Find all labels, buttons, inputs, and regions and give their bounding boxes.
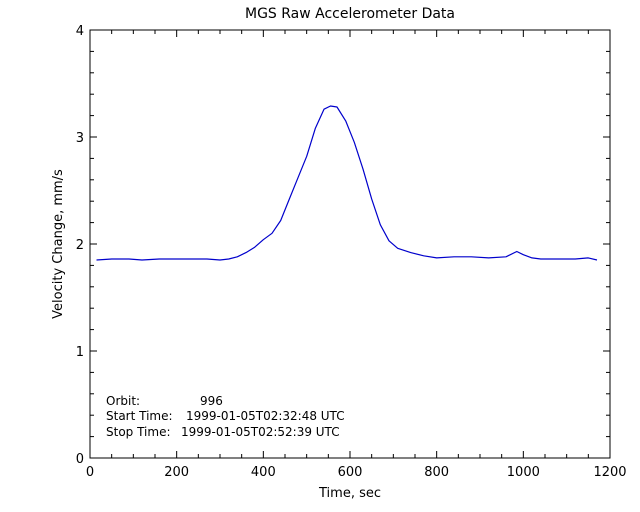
y-tick-label: 3 <box>76 131 84 146</box>
stop-time-value: 1999-01-05T02:52:39 UTC <box>181 425 340 439</box>
x-tick-label: 600 <box>338 465 363 480</box>
annotation-block: Orbit: 996 Start Time: 1999-01-05T02:32:… <box>106 394 345 439</box>
axis-ticks <box>89 29 611 459</box>
x-tick-label: 0 <box>86 465 94 480</box>
x-tick-label: 1200 <box>593 465 626 480</box>
y-tick-label: 1 <box>76 345 84 360</box>
stop-time-label: Stop Time: <box>106 425 171 439</box>
tick-labels: 0 200 400 600 800 1000 1200 0 1 2 3 4 <box>76 24 627 480</box>
x-axis-label: Time, sec <box>318 486 381 501</box>
x-tick-label: 400 <box>251 465 276 480</box>
orbit-value: 996 <box>200 394 223 408</box>
y-tick-label: 4 <box>76 24 84 39</box>
start-time-value: 1999-01-05T02:32:48 UTC <box>186 409 345 423</box>
start-time-label: Start Time: <box>106 409 173 423</box>
orbit-label: Orbit: <box>106 394 140 408</box>
y-tick-label: 0 <box>76 452 84 467</box>
series-line-0 <box>96 105 598 261</box>
chart-title: MGS Raw Accelerometer Data <box>245 6 455 22</box>
x-tick-label: 200 <box>164 465 189 480</box>
x-tick-label: 1000 <box>507 465 540 480</box>
y-tick-label: 2 <box>76 238 84 253</box>
x-tick-label: 800 <box>424 465 449 480</box>
plot-frame <box>89 29 611 459</box>
y-axis-label: Velocity Change, mm/s <box>51 169 66 319</box>
series-layer <box>96 105 598 261</box>
